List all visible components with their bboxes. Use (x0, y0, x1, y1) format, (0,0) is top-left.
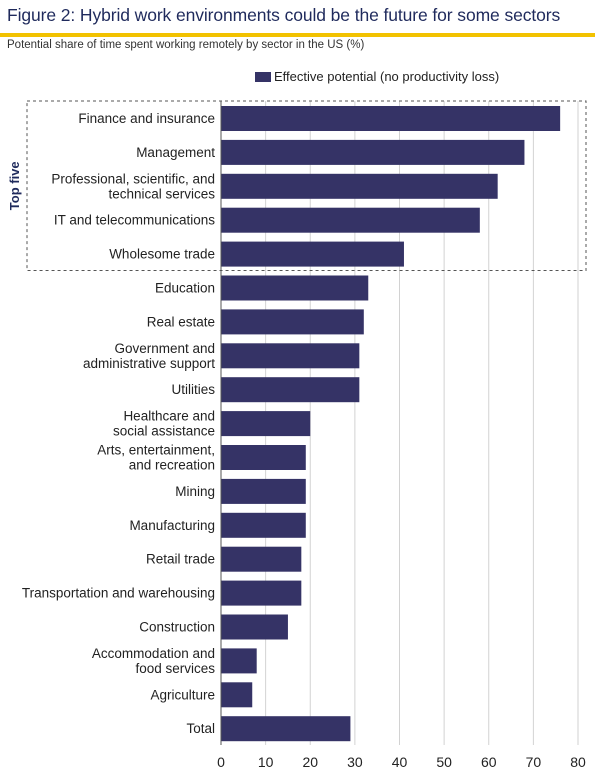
category-label: Construction (139, 620, 215, 635)
x-tick-label: 30 (347, 754, 363, 770)
category-label: Mining (175, 484, 215, 499)
category-label: and recreation (129, 458, 215, 473)
category-label: Government and (114, 341, 215, 356)
x-tick-label: 70 (526, 754, 542, 770)
category-label: technical services (108, 186, 215, 201)
bar (221, 139, 525, 165)
category-label: IT and telecommunications (54, 213, 215, 228)
bar (221, 309, 364, 335)
bar (221, 648, 257, 674)
category-label: Retail trade (146, 552, 215, 567)
title-rule (0, 33, 595, 37)
category-label: Manufacturing (129, 518, 215, 533)
x-tick-label: 0 (217, 754, 225, 770)
bar (221, 445, 306, 470)
legend-swatch (255, 71, 271, 82)
category-label: Healthcare and (123, 409, 215, 424)
x-tick-label: 50 (436, 754, 452, 770)
category-label: administrative support (83, 356, 215, 371)
bar (221, 207, 480, 233)
top-five-box (26, 100, 587, 272)
bar (221, 682, 253, 708)
bar (221, 173, 498, 199)
category-label: Total (186, 721, 215, 736)
x-tick-label: 40 (392, 754, 408, 770)
category-label: Transportation and warehousing (22, 586, 215, 601)
category-label: Agriculture (150, 687, 215, 702)
bar (221, 716, 351, 742)
bar (221, 580, 302, 606)
bar (221, 377, 360, 403)
category-label: Professional, scientific, and (51, 171, 215, 186)
x-tick-label: 20 (302, 754, 318, 770)
bar (221, 241, 404, 267)
category-label: Utilities (171, 382, 215, 397)
top-five-label: Top five (7, 161, 22, 210)
chart-legend: Effective potential (no productivity los… (255, 69, 499, 84)
x-tick-label: 60 (481, 754, 497, 770)
bar (221, 275, 369, 301)
category-label: Wholesome trade (109, 247, 215, 262)
bar (221, 512, 306, 538)
category-label: Accommodation and (92, 646, 215, 661)
x-tick-label: 10 (258, 754, 274, 770)
x-tick-label: 80 (570, 754, 586, 770)
category-label: food services (135, 661, 215, 676)
legend-label: Effective potential (no productivity los… (274, 69, 500, 84)
bar (221, 106, 561, 131)
figure-title: Figure 2: Hybrid work environments could… (7, 5, 561, 25)
category-label: Arts, entertainment, (97, 443, 215, 458)
category-label: Education (155, 281, 215, 296)
category-label: Management (136, 145, 215, 160)
bar (221, 411, 311, 437)
bar (221, 546, 302, 572)
bar (221, 343, 360, 369)
category-label: Real estate (147, 314, 215, 329)
bar (221, 614, 288, 640)
bar (221, 478, 306, 504)
category-label: social assistance (113, 424, 215, 439)
category-label: Finance and insurance (78, 111, 215, 126)
figure-subtitle: Potential share of time spent working re… (7, 39, 365, 51)
